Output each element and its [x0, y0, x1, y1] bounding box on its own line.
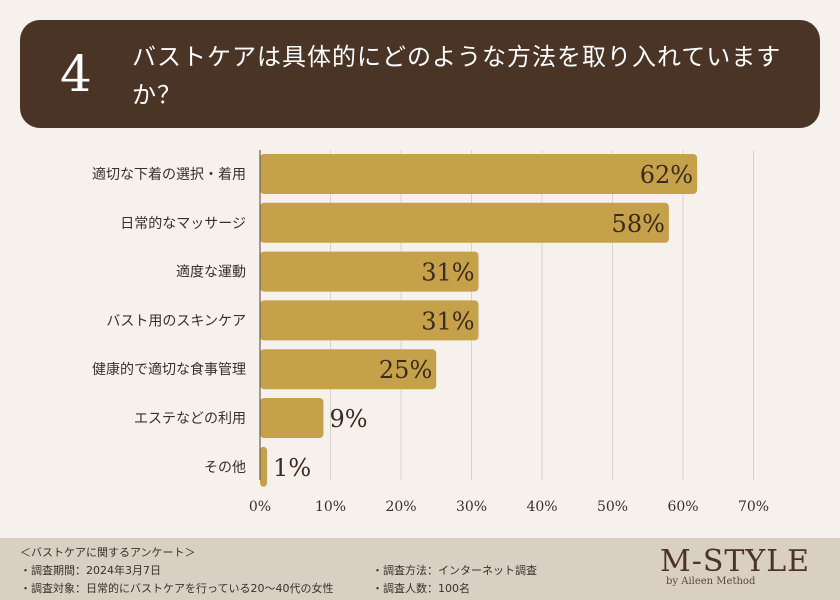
brand-name: M-STYLE [660, 544, 811, 579]
bar [260, 398, 324, 438]
survey-title: ＜バストケアに関するアンケート＞ [20, 546, 196, 559]
bar [260, 349, 437, 390]
x-tick-label: 20% [385, 499, 416, 515]
brand-logo: M-STYLE by Aileen Method [660, 544, 820, 588]
survey-footer: ＜バストケアに関するアンケート＞ ・調査期間：2024年3月7日 ・調査対象：日… [0, 538, 840, 600]
x-tick-label: 40% [526, 499, 557, 515]
survey-target: ・調査対象：日常的にバストケアを行っている20〜40代の女性 [20, 582, 334, 595]
bar-chart: 適切な下着の選択・着用 62% 日常的なマッサージ 58% 適度な運動 31% バスト用のス… [92, 150, 769, 515]
x-tick-label: 0% [249, 499, 271, 515]
value-label: 31% [421, 307, 474, 335]
survey-count: ・調査人数：100名 [372, 582, 470, 595]
value-label: 62% [640, 161, 693, 189]
question-header: 4 バストケアは具体的にどのような方法を取り入れていますか？ [20, 20, 820, 128]
category-label: エステなどの利用 [134, 411, 246, 427]
category-label: 健康的で適切な食事管理 [92, 361, 246, 378]
x-tick-label: 70% [738, 499, 769, 515]
bar [260, 202, 669, 243]
x-tick-label: 30% [456, 499, 487, 515]
bar [260, 251, 479, 292]
value-label: 31% [421, 259, 474, 287]
question-number: 4 [60, 45, 92, 103]
category-label: 適切な下着の選択・着用 [92, 166, 246, 183]
survey-period: ・調査期間：2024年3月7日 [20, 564, 161, 577]
survey-method: ・調査方法：インターネット調査 [372, 564, 537, 577]
category-label: 適度な運動 [176, 264, 246, 281]
value-label: 9% [329, 405, 367, 433]
category-label: その他 [204, 460, 246, 476]
x-tick-label: 10% [315, 499, 346, 515]
bar [260, 300, 479, 341]
bar [260, 154, 698, 194]
bar [260, 446, 268, 487]
value-label: 1% [273, 454, 311, 482]
category-label: バスト用のスキンケア [106, 313, 246, 329]
question-title: バストケアは具体的にどのような方法を取り入れていますか？ [132, 43, 782, 109]
x-tick-label: 60% [667, 499, 698, 515]
value-label: 58% [612, 210, 665, 238]
category-label: 日常的なマッサージ [120, 216, 246, 232]
value-label: 25% [379, 356, 432, 384]
x-tick-label: 50% [597, 499, 628, 515]
brand-subtitle: by Aileen Method [666, 576, 756, 587]
